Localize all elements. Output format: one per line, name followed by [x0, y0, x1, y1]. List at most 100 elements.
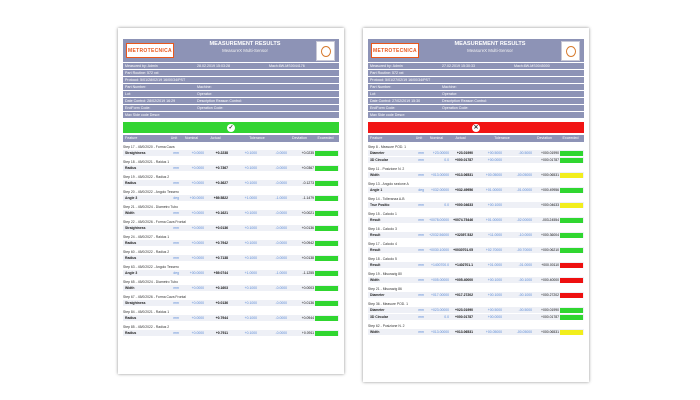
table-row: Result mm +0078.00000 +0074.75446 +01.00000 -… — [368, 217, 584, 224]
feature-name: Result — [370, 263, 381, 267]
exceeded-indicator — [560, 247, 583, 253]
info-cell: Lot: — [125, 92, 131, 96]
unit-value: mm — [418, 315, 424, 319]
unit-value: mm — [418, 218, 424, 222]
column-header: Tolerance — [249, 136, 265, 140]
deviation-value: +000.01787 — [540, 158, 559, 162]
step-label: Step 62 - Posizione N. 2 — [368, 324, 405, 328]
nominal-value: +023.00000 — [430, 308, 449, 312]
tolerance-cell: +01.00000 -02.00000 — [474, 217, 534, 223]
deviation-value: +0.0136 — [301, 226, 314, 230]
table-row: Straightness mm +0.0000 +0.2238 +0.1000 -0.00… — [123, 150, 339, 157]
deviation-value: +0.0942 — [301, 241, 314, 245]
tolerance-minus: -00.05000 — [516, 173, 532, 177]
info-cell: Protocol: 5/01/27/02/19 16/00/34/PST — [370, 78, 431, 82]
actual-value: +1402701.1 — [454, 263, 473, 267]
info-cell: Part Routine: 572 xxt — [370, 71, 404, 75]
column-header: Nominal — [429, 136, 444, 140]
column-header: Deviation — [537, 136, 552, 140]
deviation-value: +000.04633 — [540, 203, 559, 207]
actual-value: +0.1603 — [215, 286, 228, 290]
table-row: True Positio mm 0.0 +000.04633 +00.1000 +000.… — [368, 202, 584, 209]
feature-name: Diameter — [370, 151, 385, 155]
tolerance-minus: -0.0000 — [275, 286, 288, 290]
info-row: Lot: Operator: — [123, 91, 339, 98]
info-cell — [440, 112, 512, 118]
feature-name: Radius — [125, 166, 137, 170]
exceeded-indicator — [560, 314, 583, 320]
table-row: Radius mm +0.0000 +0.7942 +0.1000 -0.0000 +0.0… — [123, 240, 339, 247]
info-cell: Operator: — [197, 92, 213, 96]
exceeded-indicator — [315, 300, 338, 306]
table-row: Radius mm +0.0000 +0.3627 +0.1000 -0.0000 -0.1… — [123, 180, 339, 187]
tolerance-minus: -0.0000 — [275, 226, 288, 230]
overall-status-bar: ✕ — [368, 122, 584, 133]
cross-icon: ✕ — [472, 123, 480, 132]
tolerance-minus: -00.1000 — [518, 293, 532, 297]
tolerance-minus: -0.0000 — [275, 301, 288, 305]
table-row: Straightness mm +0.0000 +0.0136 +0.1000 -0.00… — [123, 300, 339, 307]
tolerance-plus: +00.5000 — [487, 308, 502, 312]
feature-name: Straightness — [125, 301, 146, 305]
nominal-value: +0.0000 — [191, 226, 204, 230]
info-cell — [195, 70, 267, 76]
actual-value: +0.7911 — [215, 331, 228, 335]
info-cell — [267, 77, 339, 83]
info-row: Max Side code Descr: — [123, 112, 339, 119]
nominal-value: +23.00000 — [432, 151, 449, 155]
feature-name: Angle 3 — [125, 196, 138, 200]
exceeded-indicator — [315, 150, 338, 156]
table-row: 3D Circular mm 0.0 +000.01787 +00.0000 +000.0… — [368, 314, 584, 321]
tolerance-cell: +00.0000 — [474, 314, 534, 320]
step-label: Step 15 - Calcolo 1 — [368, 212, 397, 216]
unit-value: mm — [173, 241, 179, 245]
exceeded-indicator — [560, 277, 583, 283]
table-row: Result mm +0030.10000 +0030701.05 +02.70000 -… — [368, 247, 584, 254]
feature-name: Diameter — [370, 293, 385, 297]
unit-value: mm — [418, 248, 424, 252]
unit-value: mm — [418, 233, 424, 237]
tolerance-cell: +00.05000 -00.05000 — [474, 329, 534, 335]
info-cell: Measured by: Admin — [370, 64, 403, 68]
actual-value: +023.01990 — [454, 308, 473, 312]
info-cell: Date Control: 28/02/2019 16:29 — [125, 99, 176, 103]
info-row: Date Control: 27/02/2019 15:30 Descriptio… — [368, 98, 584, 105]
info-row: EndForm Code: Operation Code: — [368, 105, 584, 112]
exceeded-indicator — [560, 232, 583, 238]
info-row: Part Number: Machine: — [123, 84, 339, 91]
step-label: Step 16 - Calcolo 3 — [368, 227, 397, 231]
nominal-value: +013.00000 — [430, 173, 449, 177]
actual-value: +013.06531 — [454, 330, 473, 334]
unit-value: mm — [173, 151, 179, 155]
exceeded-indicator — [560, 217, 583, 223]
report-header: METROTECNICA MEASUREMENT RESULTS MeasureX … — [368, 39, 584, 62]
step-label: Step 84 - 45/0/2021 - Raidus 1 — [123, 310, 170, 314]
tolerance-minus: -0.0000 — [275, 316, 288, 320]
nominal-value: +0.0000 — [191, 286, 204, 290]
deviation-value: +0.0235 — [301, 151, 314, 155]
tolerance-minus: -10.0000 — [518, 233, 532, 237]
tolerance-plus: +00.05000 — [485, 330, 502, 334]
deviation-value: +000.06210 — [540, 248, 559, 252]
info-cell — [267, 84, 339, 90]
deviation-value: +000.01990 — [540, 308, 559, 312]
info-cell: Description Reason Control: — [442, 99, 487, 103]
tolerance-plus: +00.1000 — [487, 278, 502, 282]
step-label: Step 67 - 45/0/2026 - Forma Cava Frontal — [123, 295, 186, 299]
info-cell: Operation Code: — [442, 106, 469, 110]
unit-value: mm — [418, 330, 424, 334]
table-row: Angle 1 deg +032.00000 +032.49956 +01.00000 -… — [368, 187, 584, 194]
actual-value: +0.7944 — [215, 316, 228, 320]
column-header: Tolerance — [494, 136, 510, 140]
deviation-value: +0.0138 — [301, 256, 314, 260]
tolerance-minus: -0.0000 — [275, 241, 288, 245]
info-cell — [512, 112, 584, 118]
tolerance-cell: +0.1000 -0.0000 — [229, 165, 289, 171]
step-label: Step 60 - 45/0/2022 - Radius 2 — [123, 250, 170, 254]
step-label: Step 85 - 45/0/2022 - Radius 2 — [123, 325, 170, 329]
actual-value: +000.04633 — [454, 203, 473, 207]
tolerance-minus: -0.0000 — [275, 181, 288, 185]
step-label: Step 21 - Misurazig 86 — [368, 287, 402, 291]
tolerance-cell: +0.1000 -0.0000 — [229, 285, 289, 291]
feature-name: Angle 1 — [370, 188, 383, 192]
